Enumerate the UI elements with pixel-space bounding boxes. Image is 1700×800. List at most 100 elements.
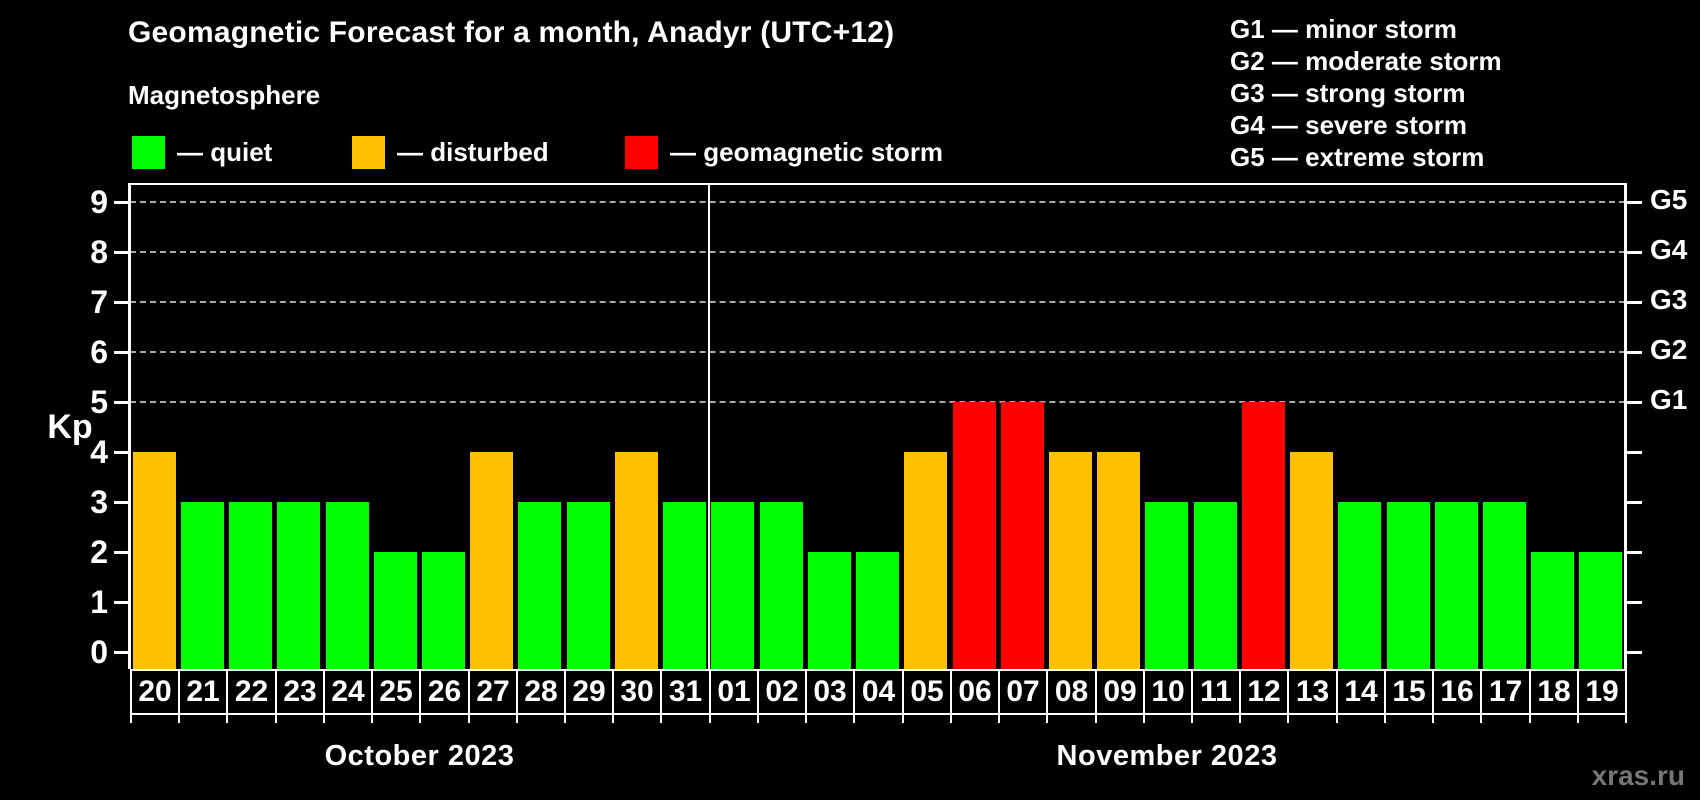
y-axis-tick: [114, 251, 130, 254]
date-axis-tick: [1384, 714, 1386, 723]
month-divider-line: [707, 185, 710, 669]
g-scale-legend: G1 — minor storm G2 — moderate storm G3 …: [1230, 13, 1502, 173]
date-axis-tick: [902, 714, 904, 723]
kp-bar: [180, 502, 224, 669]
date-axis-tick: [323, 714, 325, 723]
date-cell: 18: [1529, 669, 1579, 715]
date-axis-tick: [1143, 714, 1145, 723]
kp-bar: [132, 452, 176, 669]
legend-label-storm: — geomagnetic storm: [670, 137, 944, 167]
y-axis-tick: [114, 501, 130, 504]
date-cell: 13: [1287, 669, 1338, 715]
legend-item-storm: — geomagnetic storm: [625, 136, 943, 169]
y-axis-tick: [114, 451, 130, 454]
kp-bar: [1241, 402, 1285, 669]
right-axis-tick: [1626, 251, 1642, 254]
kp-bar: [1097, 452, 1141, 669]
legend-item-disturbed: — disturbed: [352, 136, 549, 169]
page-title: Geomagnetic Forecast for a month, Anadyr…: [128, 16, 895, 49]
date-axis-tick: [1480, 714, 1482, 723]
date-cell: 01: [709, 669, 759, 715]
date-cell: 22: [226, 669, 277, 715]
y-tick-label: 6: [90, 334, 108, 370]
date-axis-tick: [1625, 714, 1627, 723]
right-axis-tick: [1626, 551, 1642, 554]
right-axis-line: [1624, 183, 1627, 669]
kp-bar: [1145, 502, 1189, 669]
date-cell: 03: [805, 669, 855, 715]
grid-line: [130, 201, 1625, 203]
date-axis-tick: [226, 714, 228, 723]
legend-item-quiet: — quiet: [132, 136, 272, 169]
kp-bar: [904, 452, 948, 669]
date-axis-tick: [371, 714, 373, 723]
kp-bar: [1048, 452, 1092, 669]
date-axis-tick: [1529, 714, 1531, 723]
kp-bar: [566, 502, 610, 669]
date-axis-tick: [1095, 714, 1097, 723]
right-axis-tick: [1626, 501, 1642, 504]
disturbed-color-swatch: [352, 136, 385, 169]
y-tick-label: 2: [90, 534, 108, 570]
kp-bar: [1338, 502, 1382, 669]
g5-legend-line: G5 — extreme storm: [1230, 142, 1485, 172]
date-cell: 10: [1143, 669, 1193, 715]
right-axis-tick: [1626, 401, 1642, 404]
kp-bar: [1193, 502, 1237, 669]
kp-bar: [1531, 552, 1575, 669]
date-cell: 02: [757, 669, 807, 715]
y-axis-tick: [114, 351, 130, 354]
right-axis-tick: [1626, 201, 1642, 204]
date-cell: 08: [1046, 669, 1097, 715]
date-cell: 17: [1480, 669, 1531, 715]
kp-bar: [1434, 502, 1478, 669]
legend-label-quiet: — quiet: [177, 137, 273, 167]
date-cell: 28: [516, 669, 566, 715]
y-axis-tick: [114, 551, 130, 554]
date-axis-tick: [805, 714, 807, 723]
kp-bar: [1000, 402, 1044, 669]
y-axis-tick: [114, 401, 130, 404]
kp-bar: [614, 452, 658, 669]
g-scale-label: G5: [1650, 184, 1688, 215]
y-tick-label: 7: [90, 284, 108, 320]
g2-legend-line: G2 — moderate storm: [1230, 46, 1502, 76]
date-cell: 30: [612, 669, 662, 715]
g-scale-label: G1: [1650, 384, 1688, 415]
kp-bar: [470, 452, 514, 669]
y-tick-label: 5: [90, 384, 108, 420]
y-tick-label: 8: [90, 234, 108, 270]
grid-line: [130, 251, 1625, 253]
date-cell: 15: [1384, 669, 1434, 715]
date-axis-tick: [950, 714, 952, 723]
kp-bar: [807, 552, 851, 669]
date-cell: 06: [950, 669, 1000, 715]
grid-line: [130, 401, 1625, 403]
g3-legend-line: G3 — strong storm: [1230, 78, 1466, 108]
y-axis-tick: [114, 601, 130, 604]
date-axis-tick: [1191, 714, 1193, 723]
date-axis-tick: [998, 714, 1000, 723]
kp-bar: [325, 502, 369, 669]
kp-bar: [856, 552, 899, 669]
date-axis-tick: [1287, 714, 1289, 723]
date-cell: 27: [468, 669, 518, 715]
date-axis-tick: [709, 714, 711, 723]
y-axis-line: [128, 183, 131, 669]
y-axis-tick: [114, 201, 130, 204]
g-scale-label: G2: [1650, 334, 1688, 365]
kp-bar: [229, 502, 273, 669]
y-tick-label: 9: [90, 184, 108, 220]
y-tick-label: 0: [90, 634, 108, 670]
right-axis-tick: [1626, 301, 1642, 304]
date-axis-tick: [1239, 714, 1241, 723]
g4-legend-line: G4 — severe storm: [1230, 110, 1468, 140]
kp-bar: [1386, 502, 1430, 669]
kp-bar: [1579, 552, 1623, 669]
y-axis-title: Kp: [47, 408, 93, 446]
right-axis-tick: [1626, 651, 1642, 654]
kp-bar: [422, 552, 465, 669]
date-cell: 07: [998, 669, 1048, 715]
date-cell: 26: [419, 669, 470, 715]
